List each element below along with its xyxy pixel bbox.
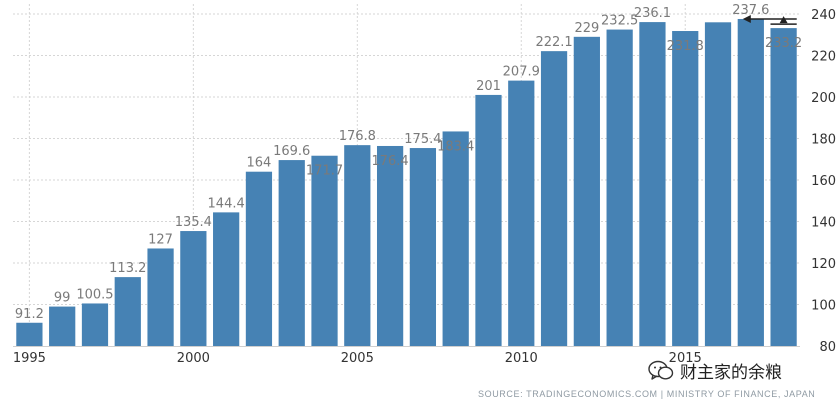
latest-markers bbox=[742, 14, 797, 25]
watermark-text: 财主家的余粮 bbox=[680, 363, 782, 383]
x-tick-label: 2000 bbox=[177, 351, 210, 366]
y-tick-label: 120 bbox=[811, 257, 836, 272]
bar bbox=[704, 22, 732, 347]
left-arrow-icon bbox=[742, 14, 751, 23]
bar bbox=[344, 145, 371, 346]
bar bbox=[606, 29, 633, 346]
bar bbox=[49, 306, 76, 346]
bar bbox=[737, 18, 764, 346]
bar bbox=[508, 80, 535, 347]
data-label: 183.4 bbox=[437, 139, 474, 154]
data-label: 231.8 bbox=[667, 39, 704, 54]
data-label: 164 bbox=[247, 156, 272, 171]
bar bbox=[81, 303, 109, 346]
bar bbox=[639, 22, 666, 347]
data-label: 127 bbox=[148, 232, 173, 247]
y-tick-label: 240 bbox=[811, 8, 836, 23]
data-label: 176.4 bbox=[371, 154, 408, 169]
bar bbox=[376, 145, 404, 346]
bars bbox=[16, 18, 797, 347]
watermark: 财主家的余粮 bbox=[648, 358, 782, 383]
x-tick-label: 2010 bbox=[505, 351, 538, 366]
bar bbox=[213, 212, 240, 346]
y-tick-label: 180 bbox=[811, 133, 836, 148]
up-arrow-icon bbox=[779, 16, 788, 24]
wechat-icon bbox=[648, 360, 674, 380]
x-tick-label: 2005 bbox=[341, 351, 374, 366]
data-label: 201 bbox=[476, 79, 501, 94]
y-tick-label: 200 bbox=[811, 91, 836, 106]
data-label: 171.7 bbox=[306, 164, 343, 179]
data-label: 144.4 bbox=[208, 196, 245, 211]
bar bbox=[16, 322, 43, 346]
bar bbox=[540, 51, 568, 346]
bar bbox=[475, 94, 502, 346]
y-tick-label: 140 bbox=[811, 216, 836, 231]
axes: 80 100 120 140 160 180 200 220 240 1995 2000 2005 20… bbox=[13, 8, 836, 366]
bar bbox=[442, 131, 469, 346]
y-tick-label: 160 bbox=[811, 174, 836, 189]
data-label: 222.1 bbox=[535, 35, 572, 50]
data-label: 233.2 bbox=[765, 36, 802, 51]
bar bbox=[409, 148, 437, 346]
data-label: 135.4 bbox=[175, 215, 212, 230]
bar bbox=[311, 155, 338, 346]
bar bbox=[770, 28, 797, 347]
data-label: 99 bbox=[54, 291, 71, 306]
bar bbox=[147, 248, 174, 346]
bar bbox=[672, 31, 699, 346]
data-label: 229 bbox=[574, 21, 599, 36]
bar bbox=[245, 171, 273, 346]
data-label: 169.6 bbox=[273, 144, 310, 159]
y-tick-label: 100 bbox=[811, 299, 836, 314]
data-label: 232.5 bbox=[601, 14, 638, 29]
bar bbox=[114, 277, 141, 346]
data-label: 113.2 bbox=[109, 261, 146, 276]
y-tick-label: 220 bbox=[811, 50, 836, 65]
data-label: 237.6 bbox=[732, 3, 769, 18]
bar bbox=[573, 36, 600, 346]
data-label: 207.9 bbox=[503, 65, 540, 80]
x-tick-label: 2015 bbox=[669, 351, 702, 366]
bar bbox=[278, 160, 305, 346]
x-tick-label: 1995 bbox=[13, 351, 46, 366]
data-label: 91.2 bbox=[15, 307, 44, 322]
bar bbox=[180, 231, 207, 346]
y-tick-label: 80 bbox=[819, 340, 836, 355]
data-label: 176.8 bbox=[339, 129, 376, 144]
data-label: 100.5 bbox=[76, 287, 113, 302]
data-label: 236.1 bbox=[634, 6, 671, 21]
data-label: 175.4 bbox=[404, 132, 441, 147]
source-note: SOURCE: TRADINGECONOMICS.COM | MINISTRY … bbox=[478, 389, 816, 399]
